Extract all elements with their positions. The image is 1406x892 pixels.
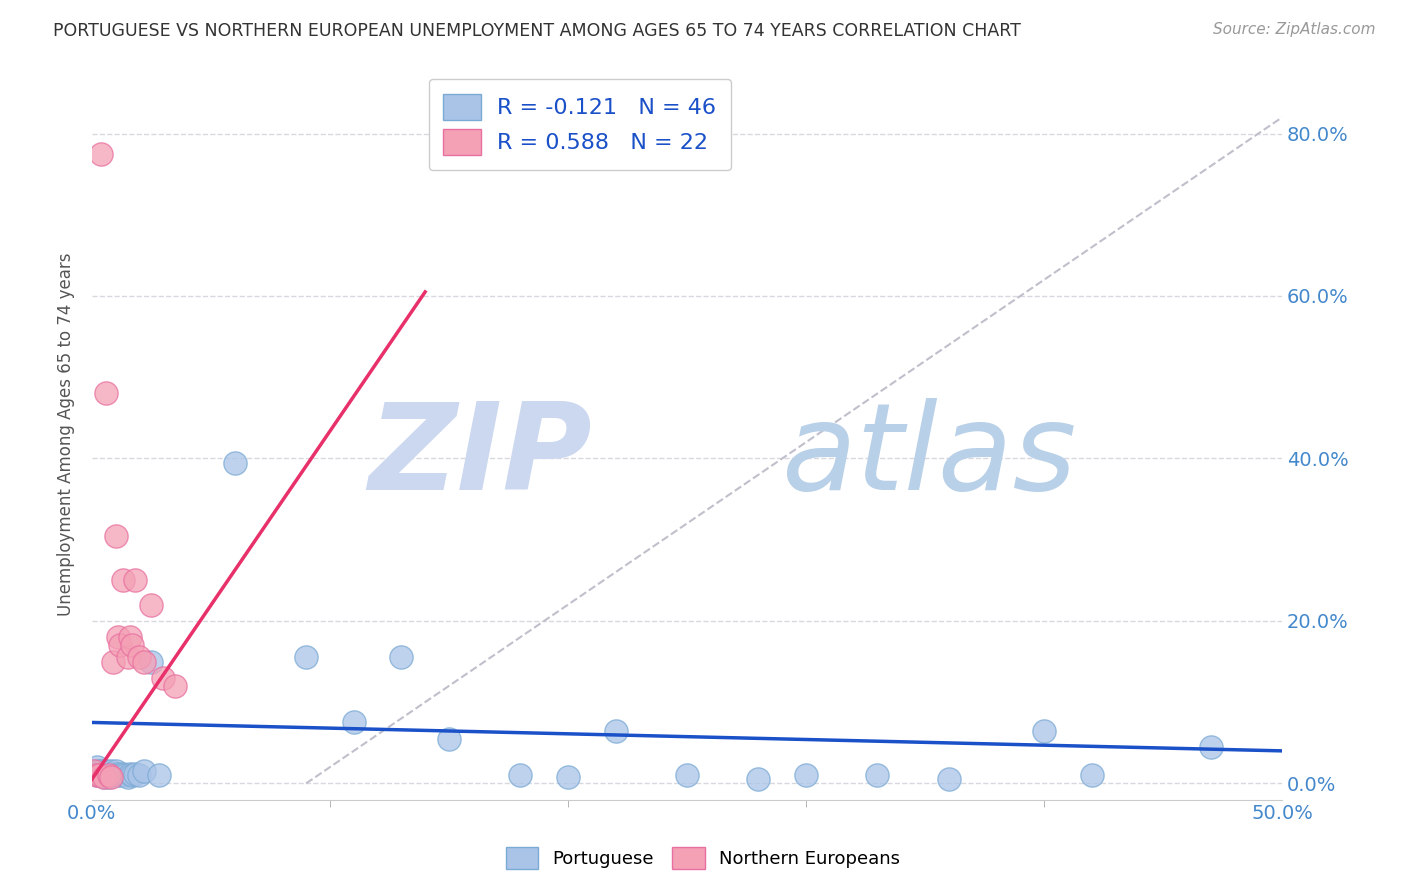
Point (747, 772, 769, 787)
Point (152, 671, 174, 685)
Point (97, 768, 120, 782)
Point (93, 770, 115, 784)
Text: PORTUGUESE VS NORTHERN EUROPEAN UNEMPLOYMENT AMONG AGES 65 TO 74 YEARS CORRELATI: PORTUGUESE VS NORTHERN EUROPEAN UNEMPLOY… (53, 22, 1021, 40)
Point (87, 766, 110, 780)
Point (117, 650, 139, 665)
Point (794, 768, 817, 782)
Text: atlas: atlas (782, 398, 1077, 515)
Point (86, 760, 108, 774)
Point (94, 768, 117, 782)
Point (107, 630, 129, 644)
Point (121, 768, 143, 782)
Point (100, 768, 122, 782)
Point (86, 768, 108, 782)
Point (389, 650, 412, 665)
Point (938, 772, 960, 787)
Point (83, 764, 105, 779)
Point (509, 768, 531, 782)
Legend: Portuguese, Northern Europeans: Portuguese, Northern Europeans (496, 838, 910, 879)
Point (165, 679, 187, 693)
Point (141, 655, 163, 669)
Point (93, 770, 115, 784)
Point (87, 764, 110, 779)
Point (128, 650, 150, 665)
Point (104, 764, 127, 779)
Point (110, 768, 132, 782)
Point (134, 764, 156, 779)
Point (437, 731, 460, 746)
Point (90, 764, 112, 779)
Point (557, 770, 579, 784)
Point (111, 574, 134, 588)
Point (1199, 739, 1222, 754)
Point (111, 766, 134, 780)
Point (124, 574, 146, 588)
Point (94, 764, 117, 779)
Point (118, 766, 141, 780)
Point (90, 768, 112, 782)
Point (295, 650, 318, 665)
Point (90, 146, 112, 161)
Point (86, 768, 108, 782)
Point (117, 770, 139, 784)
Point (124, 766, 146, 780)
Point (107, 766, 129, 780)
Point (148, 768, 170, 782)
Point (100, 764, 122, 779)
Point (1080, 768, 1102, 782)
Point (605, 723, 627, 738)
Point (134, 655, 156, 669)
Point (94, 386, 117, 401)
Point (83, 764, 105, 779)
Point (87, 768, 110, 782)
Point (103, 655, 125, 669)
Point (224, 455, 246, 469)
Point (118, 630, 141, 644)
Point (343, 715, 366, 730)
Point (104, 768, 127, 782)
Point (121, 638, 143, 652)
Point (103, 766, 125, 780)
Text: ZIP: ZIP (368, 398, 592, 515)
Point (104, 528, 127, 542)
Point (128, 768, 150, 782)
Point (100, 770, 122, 784)
Point (110, 638, 132, 652)
Legend: R = -0.121   N = 46, R = 0.588   N = 22: R = -0.121 N = 46, R = 0.588 N = 22 (429, 78, 731, 170)
Point (676, 768, 699, 782)
Point (93, 766, 115, 780)
Point (97, 766, 120, 780)
Y-axis label: Unemployment Among Ages 65 to 74 years: Unemployment Among Ages 65 to 74 years (58, 252, 75, 615)
Point (1033, 723, 1056, 738)
Point (866, 768, 889, 782)
Text: Source: ZipAtlas.com: Source: ZipAtlas.com (1212, 22, 1375, 37)
Point (97, 770, 120, 784)
Point (141, 598, 163, 612)
Point (114, 768, 136, 782)
